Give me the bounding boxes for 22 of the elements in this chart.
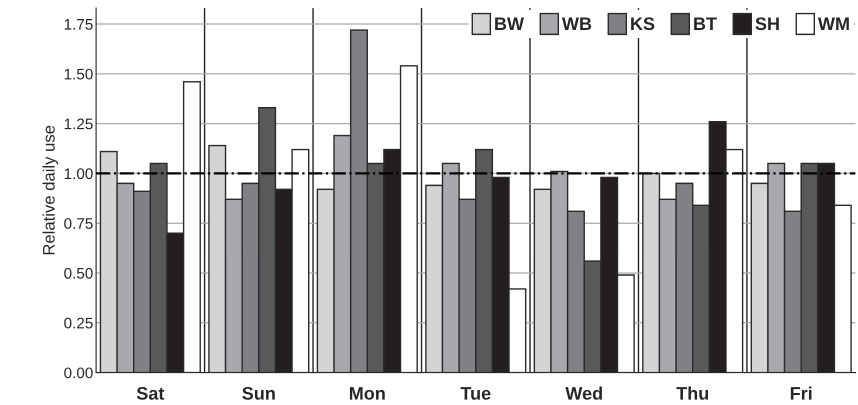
y-tick-label: 0.50 — [64, 268, 93, 279]
x-tick-label: Fri — [790, 386, 812, 400]
y-tick-label: 0.25 — [64, 318, 93, 328]
y-axis-title: Relative daily use — [42, 126, 58, 254]
legend-label: BT — [694, 18, 717, 30]
legend-label: SH — [755, 17, 779, 30]
x-tick-label: Tue — [460, 387, 491, 400]
legend-label: BW — [495, 18, 524, 30]
y-tick-label: 0.00 — [64, 367, 93, 378]
x-tick-label: Wed — [565, 386, 602, 400]
y-tick-label: 1.00 — [64, 168, 93, 180]
legend-label: KS — [631, 17, 654, 30]
x-tick-label: Sun — [242, 386, 275, 400]
y-tick-label: 1.75 — [64, 19, 93, 30]
legend-label: WM — [818, 18, 849, 30]
y-tick-label: 0.75 — [64, 218, 93, 229]
x-tick-label: Sat — [136, 386, 164, 400]
x-tick-label: Mon — [350, 387, 385, 400]
x-tick-label: Thu — [676, 386, 708, 400]
y-tick-label: 1.25 — [64, 118, 93, 130]
legend-label: WB — [562, 18, 592, 30]
y-tick-label: 1.50 — [64, 68, 93, 80]
